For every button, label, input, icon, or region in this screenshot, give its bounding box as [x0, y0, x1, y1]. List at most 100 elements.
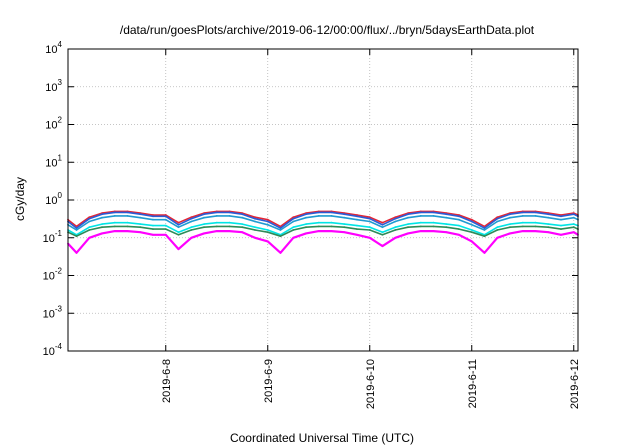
data-point — [356, 218, 358, 221]
data-point — [317, 215, 320, 217]
series-line — [67, 221, 579, 236]
data-point — [279, 251, 282, 254]
data-point — [215, 225, 218, 228]
data-point — [190, 226, 193, 229]
data-point — [560, 233, 562, 236]
y-tick-label: 104 — [45, 40, 62, 56]
data-point — [407, 223, 409, 226]
data-point — [407, 232, 409, 235]
y-tick-label: 102 — [45, 116, 62, 132]
data-point — [547, 231, 550, 234]
data-point — [177, 226, 180, 229]
y-tick-label: 103 — [45, 78, 62, 94]
data-point — [547, 216, 550, 219]
data-point — [88, 226, 91, 229]
data-point — [266, 229, 269, 231]
data-point — [279, 235, 282, 238]
data-point — [228, 230, 231, 233]
x-tick-label: 2019-6-9 — [263, 359, 275, 403]
data-point — [381, 226, 384, 229]
data-point — [139, 216, 142, 219]
data-point — [483, 235, 486, 238]
x-tick-label: 2019-6-8 — [161, 359, 173, 403]
data-point — [343, 223, 346, 226]
data-point — [560, 224, 562, 227]
data-point — [279, 229, 282, 231]
data-point — [458, 224, 460, 227]
data-point — [521, 215, 524, 217]
data-point — [356, 224, 358, 227]
data-point — [75, 227, 78, 230]
data-series — [67, 210, 579, 254]
grid-lines — [68, 49, 578, 351]
x-tick-label: 2019-6-10 — [365, 359, 377, 409]
data-point — [266, 218, 269, 221]
data-point — [394, 229, 397, 231]
data-point — [445, 226, 448, 229]
data-point — [228, 211, 231, 214]
y-tick-label: 10-4 — [43, 342, 63, 358]
data-point — [330, 215, 333, 217]
data-point — [394, 236, 397, 239]
data-point — [560, 218, 562, 221]
data-point — [509, 226, 511, 229]
data-point — [292, 229, 295, 231]
data-point — [368, 226, 371, 229]
data-point — [381, 245, 384, 248]
data-point — [292, 220, 295, 223]
data-point — [215, 215, 218, 217]
x-axis-label: Coordinated Universal Time (UTC) — [230, 431, 414, 445]
data-point — [266, 220, 269, 223]
data-point — [445, 231, 448, 234]
data-point — [330, 225, 333, 228]
data-point — [317, 211, 320, 214]
data-point — [356, 228, 358, 231]
data-point — [305, 213, 307, 216]
data-point — [152, 218, 154, 221]
data-point — [368, 216, 371, 219]
data-point — [496, 220, 499, 223]
data-point — [368, 217, 371, 220]
data-point — [470, 229, 473, 231]
y-tick-label: 10-2 — [43, 267, 63, 283]
data-point — [164, 215, 167, 218]
data-point — [177, 231, 180, 234]
data-point — [560, 215, 562, 218]
data-point — [139, 231, 142, 234]
data-point — [305, 223, 307, 226]
data-point — [432, 225, 435, 228]
data-point — [394, 226, 397, 229]
data-point — [445, 213, 448, 216]
data-point — [203, 213, 205, 216]
data-point — [509, 213, 511, 216]
data-point — [483, 227, 486, 230]
data-point — [203, 232, 205, 235]
data-point — [470, 231, 473, 234]
data-point — [266, 231, 269, 234]
data-point — [534, 211, 537, 214]
data-point — [126, 230, 129, 233]
data-point — [292, 217, 295, 220]
data-point — [419, 230, 422, 233]
data-point — [356, 215, 358, 218]
data-point — [445, 223, 448, 226]
data-point — [470, 223, 473, 226]
data-point — [113, 230, 116, 233]
data-point — [560, 228, 562, 231]
data-point — [381, 223, 384, 226]
data-point — [254, 216, 256, 219]
data-point — [496, 236, 499, 239]
data-point — [203, 216, 205, 219]
data-point — [368, 236, 371, 239]
data-point — [177, 233, 180, 236]
data-point — [190, 216, 193, 219]
data-point — [88, 229, 91, 231]
data-point — [139, 213, 142, 216]
data-point — [432, 215, 435, 217]
data-point — [177, 221, 180, 224]
data-point — [215, 221, 218, 224]
data-point — [547, 223, 550, 226]
data-point — [458, 233, 460, 236]
series-line — [67, 215, 579, 231]
data-point — [330, 221, 333, 224]
